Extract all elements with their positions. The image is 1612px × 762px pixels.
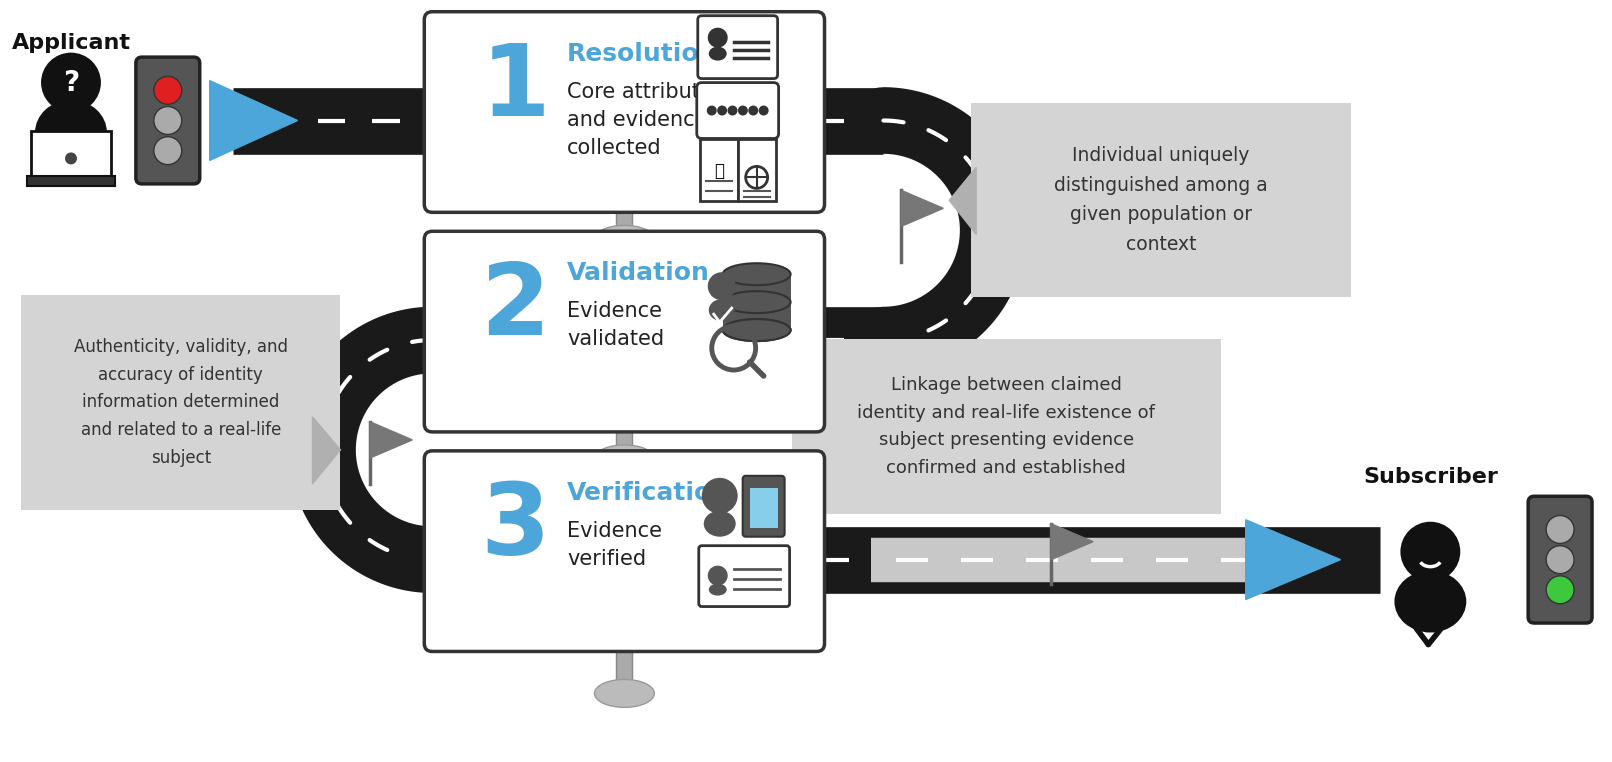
Text: Authenticity, validity, and
accuracy of identity
information determined
and rela: Authenticity, validity, and accuracy of … xyxy=(74,338,289,467)
FancyBboxPatch shape xyxy=(738,139,775,201)
FancyBboxPatch shape xyxy=(972,103,1351,297)
Bar xyxy=(616,424,632,459)
Circle shape xyxy=(748,105,758,116)
Text: ?: ? xyxy=(63,69,79,97)
Circle shape xyxy=(153,107,182,134)
Polygon shape xyxy=(371,422,413,458)
Circle shape xyxy=(1401,522,1460,581)
Circle shape xyxy=(708,565,727,586)
Ellipse shape xyxy=(595,680,654,707)
Ellipse shape xyxy=(704,511,735,536)
FancyBboxPatch shape xyxy=(791,339,1220,514)
Text: Resolution: Resolution xyxy=(567,42,717,66)
Ellipse shape xyxy=(1394,571,1467,632)
Polygon shape xyxy=(210,81,298,161)
Circle shape xyxy=(717,105,727,116)
FancyBboxPatch shape xyxy=(1528,496,1593,623)
Bar xyxy=(722,303,790,330)
FancyBboxPatch shape xyxy=(698,16,777,78)
Circle shape xyxy=(738,105,748,116)
FancyBboxPatch shape xyxy=(21,295,340,510)
Text: Linkage between claimed
identity and real-life existence of
subject presenting e: Linkage between claimed identity and rea… xyxy=(858,376,1156,477)
FancyBboxPatch shape xyxy=(698,546,790,607)
Text: Core attributes
and evidence
collected: Core attributes and evidence collected xyxy=(567,82,724,158)
Text: 2: 2 xyxy=(480,259,550,357)
FancyBboxPatch shape xyxy=(31,132,111,181)
Ellipse shape xyxy=(595,445,654,473)
Ellipse shape xyxy=(709,299,735,321)
Ellipse shape xyxy=(722,291,790,313)
Text: Subscriber: Subscriber xyxy=(1362,467,1498,487)
FancyBboxPatch shape xyxy=(743,475,785,536)
Polygon shape xyxy=(1051,523,1093,559)
Circle shape xyxy=(708,272,735,300)
Circle shape xyxy=(701,478,738,514)
Ellipse shape xyxy=(722,319,790,341)
Circle shape xyxy=(64,152,77,165)
Ellipse shape xyxy=(595,226,654,253)
Bar xyxy=(722,274,790,303)
Circle shape xyxy=(153,136,182,165)
Bar xyxy=(750,488,777,528)
Circle shape xyxy=(759,105,769,116)
Circle shape xyxy=(1546,516,1573,543)
Circle shape xyxy=(40,53,102,113)
FancyBboxPatch shape xyxy=(424,232,824,432)
FancyBboxPatch shape xyxy=(696,82,779,139)
Text: 3: 3 xyxy=(480,479,550,576)
Circle shape xyxy=(708,27,727,48)
Text: 🏛: 🏛 xyxy=(714,162,724,181)
Bar xyxy=(27,176,114,187)
Polygon shape xyxy=(901,190,943,226)
Circle shape xyxy=(1546,576,1573,604)
Circle shape xyxy=(706,105,717,116)
Text: Evidence
verified: Evidence verified xyxy=(567,520,663,568)
Text: Individual uniquely
distinguished among a
given population or
context: Individual uniquely distinguished among … xyxy=(1054,146,1267,254)
Ellipse shape xyxy=(709,584,727,596)
Text: 1: 1 xyxy=(480,40,550,136)
Polygon shape xyxy=(1246,520,1341,600)
FancyBboxPatch shape xyxy=(135,57,200,184)
Text: Validation: Validation xyxy=(567,261,709,285)
Ellipse shape xyxy=(709,46,727,61)
Text: Verification: Verification xyxy=(567,481,730,504)
Text: Applicant: Applicant xyxy=(11,33,131,53)
Circle shape xyxy=(1546,546,1573,574)
Polygon shape xyxy=(949,168,977,234)
FancyBboxPatch shape xyxy=(424,11,824,213)
FancyBboxPatch shape xyxy=(424,451,824,652)
Circle shape xyxy=(153,76,182,104)
Ellipse shape xyxy=(35,100,106,165)
Bar xyxy=(616,643,632,693)
Polygon shape xyxy=(313,417,340,484)
Ellipse shape xyxy=(722,263,790,285)
FancyBboxPatch shape xyxy=(700,139,738,201)
Ellipse shape xyxy=(722,319,790,341)
Circle shape xyxy=(727,105,738,116)
Bar xyxy=(616,204,632,239)
Text: Evidence
validated: Evidence validated xyxy=(567,301,664,349)
